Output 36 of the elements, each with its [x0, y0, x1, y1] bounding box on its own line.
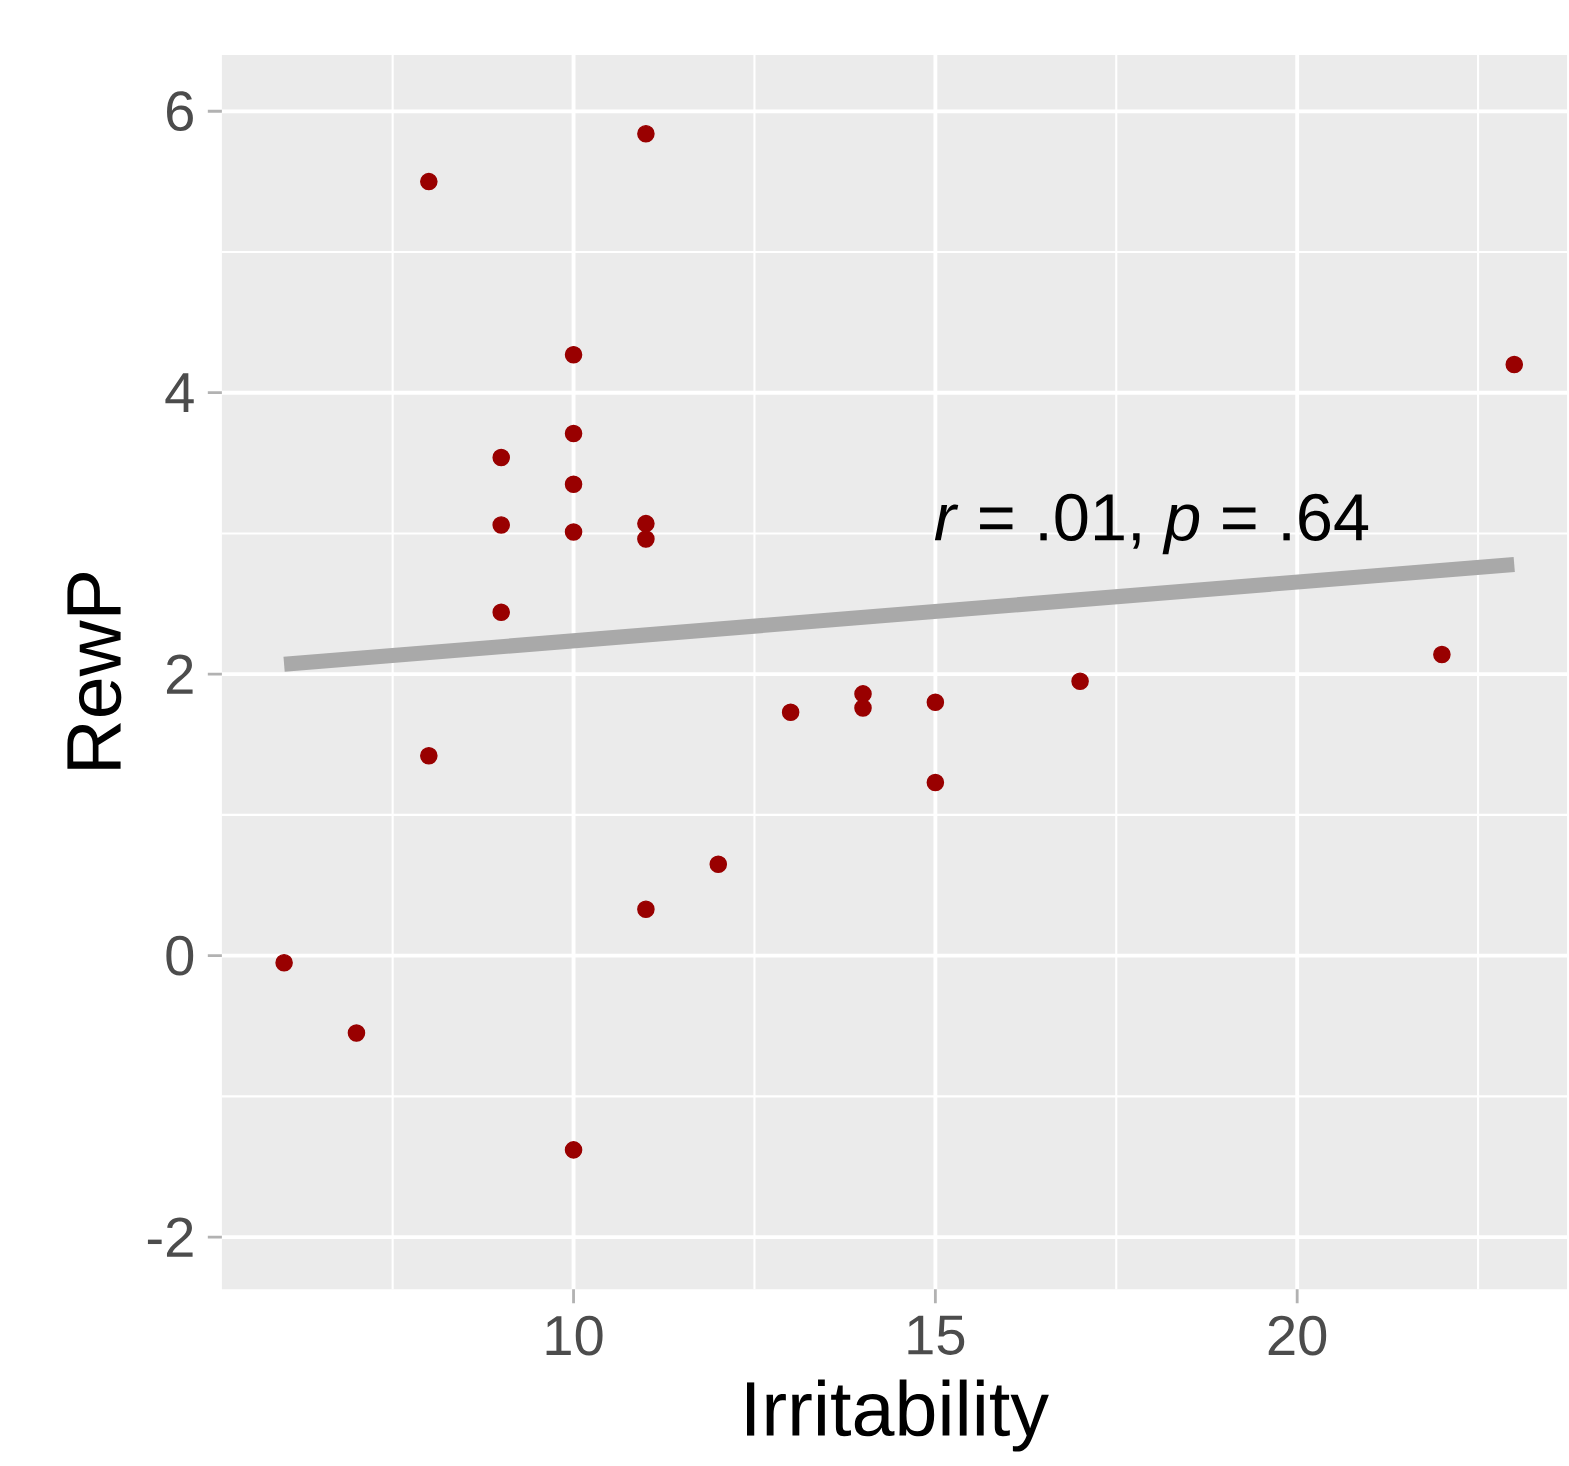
point — [1505, 355, 1524, 374]
point — [420, 172, 438, 191]
y-tick-label: 6 — [167, 91, 193, 132]
y-tick-label: 2 — [166, 654, 193, 694]
x-tick-label: 15 — [908, 1315, 965, 1355]
point — [854, 685, 872, 703]
point — [564, 475, 583, 493]
point — [492, 448, 510, 467]
point — [709, 855, 728, 873]
point — [781, 703, 800, 721]
point — [926, 773, 945, 792]
point — [564, 1141, 583, 1159]
point — [637, 124, 655, 143]
point — [492, 516, 510, 534]
point — [1433, 645, 1451, 664]
point — [492, 603, 510, 621]
point — [637, 514, 655, 533]
point — [854, 699, 872, 717]
point — [637, 530, 655, 548]
point — [420, 746, 438, 765]
point — [564, 345, 583, 364]
x-axis-title: Irritability — [747, 1379, 1049, 1452]
y-tick-label: 0 — [166, 935, 194, 976]
point — [275, 953, 293, 972]
point — [564, 424, 583, 443]
point — [564, 523, 583, 541]
point — [637, 900, 655, 918]
point — [1071, 672, 1089, 690]
annotation: r = .01, p = .64 — [934, 493, 1369, 555]
y-axis-title: RewP — [67, 573, 122, 769]
y-tick-label: 4 — [165, 373, 194, 412]
point — [926, 693, 945, 712]
x-tick-label: 20 — [1268, 1315, 1327, 1356]
point — [347, 1024, 366, 1042]
y-tick-label: -2 — [147, 1217, 193, 1257]
x-tick-label: 10 — [546, 1315, 603, 1356]
